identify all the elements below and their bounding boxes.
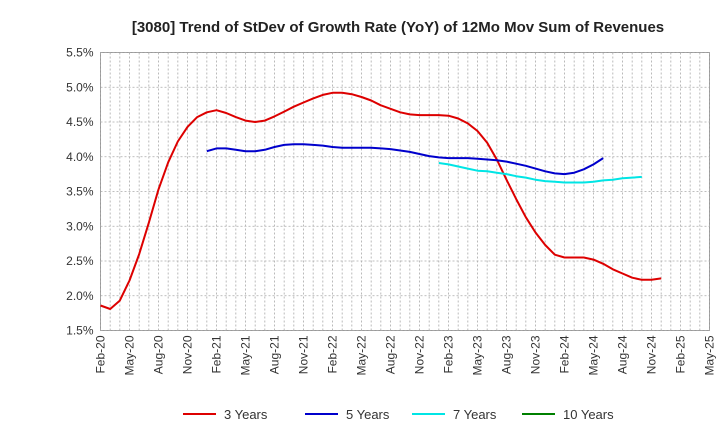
x-tick-label: Feb-25 — [674, 335, 688, 373]
x-tick-label: May-25 — [703, 335, 717, 375]
legend-label-10-years: 10 Years — [563, 407, 614, 422]
series-lines — [100, 91, 662, 310]
x-tick-label: May-24 — [587, 335, 601, 375]
y-tick-label: 2.0% — [66, 289, 94, 303]
y-tick-label: 5.5% — [66, 46, 94, 60]
legend-label-7-years: 7 Years — [453, 407, 497, 422]
x-tick-label: Feb-21 — [210, 335, 224, 373]
y-tick-label: 3.0% — [66, 219, 94, 233]
x-tick-label: May-22 — [355, 335, 369, 375]
x-tick-label: Aug-22 — [384, 335, 398, 374]
y-tick-label: 5.0% — [66, 80, 94, 94]
y-tick-label: 1.5% — [66, 324, 94, 338]
x-tick-label: Aug-20 — [152, 335, 166, 374]
x-tick-label: Aug-23 — [500, 335, 514, 374]
legend-label-3-years: 3 Years — [224, 407, 268, 422]
legend: 3 Years 5 Years 7 Years 10 Years — [183, 407, 614, 422]
x-tick-label: Feb-20 — [94, 335, 108, 373]
x-axis: Feb-20 May-20 Aug-20 Nov-20 Feb-21 May-21 Aug-… — [94, 335, 717, 375]
series-line-5-years — [206, 143, 604, 176]
x-tick-label: Feb-24 — [558, 335, 572, 373]
y-tick-label: 2.5% — [66, 254, 94, 268]
x-tick-label: Nov-22 — [413, 335, 427, 374]
y-tick-label: 4.5% — [66, 115, 94, 129]
x-tick-label: May-23 — [471, 335, 485, 375]
series-line-7-years — [438, 162, 642, 184]
chart-title: [3080] Trend of StDev of Growth Rate (Yo… — [132, 19, 664, 36]
x-tick-label: Nov-20 — [181, 335, 195, 374]
x-tick-label: Feb-23 — [442, 335, 456, 373]
x-tick-label: Aug-24 — [616, 335, 630, 374]
x-tick-label: Nov-24 — [645, 335, 659, 374]
y-tick-label: 4.0% — [66, 150, 94, 164]
x-tick-label: Nov-23 — [529, 335, 543, 374]
x-tick-label: Feb-22 — [326, 335, 340, 373]
x-tick-label: May-21 — [239, 335, 253, 375]
x-tick-label: Aug-21 — [268, 335, 282, 374]
series-line-3-years — [100, 91, 662, 310]
y-axis: 1.5% 2.0% 2.5% 3.0% 3.5% 4.0% 4.5% 5.0% 5.5% — [66, 46, 94, 338]
legend-label-5-years: 5 Years — [346, 407, 390, 422]
x-tick-label: May-20 — [123, 335, 137, 375]
grid-lines — [100, 52, 710, 331]
y-tick-label: 3.5% — [66, 185, 94, 199]
x-tick-label: Nov-21 — [297, 335, 311, 374]
